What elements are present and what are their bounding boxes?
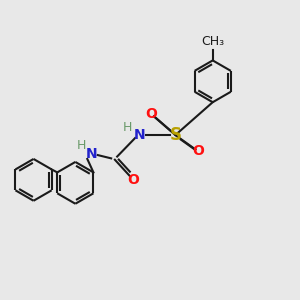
Text: O: O <box>146 107 158 121</box>
Text: N: N <box>86 148 98 161</box>
Text: H: H <box>122 121 132 134</box>
Text: N: N <box>134 128 146 142</box>
Text: CH₃: CH₃ <box>201 35 224 49</box>
Text: O: O <box>192 145 204 158</box>
Text: S: S <box>169 126 181 144</box>
Text: O: O <box>128 173 140 187</box>
Text: H: H <box>76 139 86 152</box>
